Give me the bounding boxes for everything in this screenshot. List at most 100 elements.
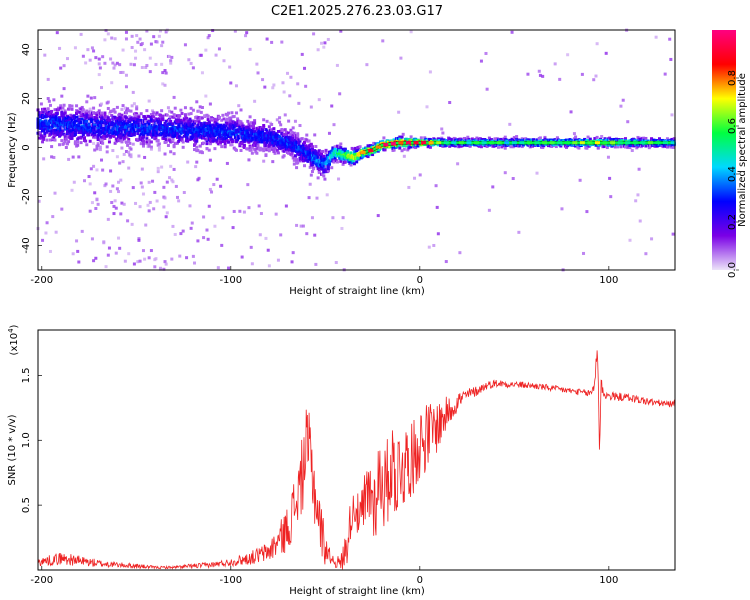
spectrogram-cell bbox=[210, 134, 214, 138]
spectrogram-cell bbox=[283, 143, 287, 147]
spectrogram-cell bbox=[134, 56, 138, 60]
spectrogram-cell bbox=[165, 180, 169, 184]
spectrogram-cell bbox=[423, 136, 427, 140]
spectrogram-cell bbox=[126, 219, 130, 223]
spectrogram-cell bbox=[588, 137, 592, 141]
spectrogram-cell bbox=[381, 39, 385, 43]
spectrogram-cell bbox=[88, 139, 92, 143]
spectrogram-cell bbox=[297, 141, 301, 145]
spectrogram-cell bbox=[264, 236, 268, 240]
spectrogram-cell bbox=[296, 134, 300, 138]
spectrogram-cell bbox=[448, 137, 452, 141]
spectrogram-cell bbox=[326, 37, 330, 41]
spectrogram-cell bbox=[87, 175, 91, 179]
spectrogram-cell bbox=[368, 152, 372, 156]
spectrogram-cell bbox=[238, 144, 242, 148]
spectrogram-cell bbox=[80, 117, 84, 121]
spectrogram-cell bbox=[308, 165, 312, 169]
spectrogram-cell bbox=[92, 49, 96, 53]
spectrogram-cell bbox=[110, 201, 114, 205]
spectrogram-cell bbox=[296, 161, 300, 165]
spectrogram-cell bbox=[341, 216, 345, 220]
spectrogram-cell bbox=[127, 123, 131, 127]
spectrogram-cell bbox=[585, 146, 589, 150]
spectrogram-cell bbox=[124, 73, 128, 77]
spectrogram-cell bbox=[149, 147, 153, 151]
spectrogram-cell bbox=[138, 205, 142, 209]
spectrogram-cell bbox=[149, 118, 153, 122]
spectrogram-cell bbox=[281, 128, 285, 132]
spectrogram-cell bbox=[268, 141, 272, 145]
spectrogram-cell bbox=[102, 126, 106, 130]
spectrogram-cell bbox=[297, 145, 301, 149]
spectrogram-cell bbox=[112, 131, 116, 135]
spectrogram-cell bbox=[137, 154, 141, 158]
spectrogram-cell bbox=[231, 139, 235, 143]
spectrogram-cell bbox=[292, 158, 296, 162]
spectrogram-cell bbox=[199, 53, 203, 57]
spectrogram-cell bbox=[278, 120, 282, 124]
spectrogram-cell bbox=[105, 145, 109, 149]
spectrogram-cell bbox=[144, 66, 148, 70]
spectrogram-cell bbox=[250, 151, 254, 155]
spectrogram-cell bbox=[296, 132, 300, 136]
spectrogram-cell bbox=[129, 62, 133, 66]
spectrogram-cell bbox=[310, 216, 314, 220]
spectrogram-cell bbox=[223, 128, 227, 132]
spectrogram-cell bbox=[170, 257, 174, 261]
spectrogram-cell bbox=[44, 109, 48, 113]
spectrogram-cell bbox=[409, 30, 413, 34]
spectrogram-cell bbox=[103, 115, 107, 119]
spectrogram-cell bbox=[124, 111, 128, 115]
spectrogram-cell bbox=[84, 116, 88, 120]
spectrogram-cell bbox=[163, 83, 167, 87]
spectrogram-cell bbox=[381, 139, 385, 143]
spectrogram-cell bbox=[237, 136, 241, 140]
spectrogram-cell bbox=[180, 111, 184, 115]
spectrogram-cell bbox=[293, 154, 297, 158]
spectrogram-cell bbox=[214, 127, 218, 131]
spectrogram-cell bbox=[225, 117, 229, 121]
spectrogram-cell bbox=[229, 119, 233, 123]
spectrogram-cell bbox=[376, 214, 380, 218]
spectrogram-cell bbox=[46, 77, 50, 81]
ridge-cell bbox=[428, 141, 434, 145]
spectrogram-cell bbox=[322, 174, 326, 178]
spectrogram-cell bbox=[58, 116, 62, 120]
spectrogram-cell bbox=[48, 103, 52, 107]
spectrogram-cell bbox=[68, 106, 72, 110]
spectrogram-cell bbox=[75, 112, 79, 116]
spectrogram-cell bbox=[537, 69, 541, 73]
spectrogram-cell bbox=[103, 111, 107, 115]
spectrogram-cell bbox=[124, 140, 128, 144]
spectrogram-cell bbox=[60, 207, 64, 211]
spectrogram-cell bbox=[177, 139, 181, 143]
spectrogram-cell bbox=[450, 138, 454, 142]
spectrogram-cell bbox=[95, 113, 99, 117]
spectrogram-cell bbox=[265, 129, 269, 133]
spectrogram-cell bbox=[178, 254, 182, 258]
spectrogram-cell bbox=[382, 136, 386, 140]
spectrogram-cell bbox=[82, 136, 86, 140]
spectrogram-cell bbox=[400, 135, 404, 139]
spectrogram-cell bbox=[638, 219, 642, 223]
spectrogram-cell bbox=[141, 192, 145, 196]
spectrogram-cell bbox=[253, 147, 257, 151]
spectrogram-cell bbox=[193, 261, 197, 265]
spectrogram-cell bbox=[200, 116, 204, 120]
spectrogram-cell bbox=[317, 166, 321, 170]
spectrogram-cell bbox=[339, 29, 343, 33]
spectrogram-cell bbox=[115, 117, 119, 121]
spectrogram-cell bbox=[236, 138, 240, 142]
spectrogram-cell bbox=[636, 135, 640, 139]
spectrogram-cell bbox=[60, 110, 64, 114]
spectrogram-cell bbox=[87, 115, 91, 119]
spectrogram-cell bbox=[225, 121, 229, 125]
spectrogram-cell bbox=[626, 120, 630, 124]
spectrogram-cell bbox=[310, 170, 314, 174]
ridge-cell bbox=[421, 141, 427, 145]
ridge-cell bbox=[398, 141, 404, 145]
spectrogram-cell bbox=[621, 98, 625, 102]
ridge-cell bbox=[549, 141, 555, 145]
spectrogram-cell bbox=[100, 114, 104, 118]
